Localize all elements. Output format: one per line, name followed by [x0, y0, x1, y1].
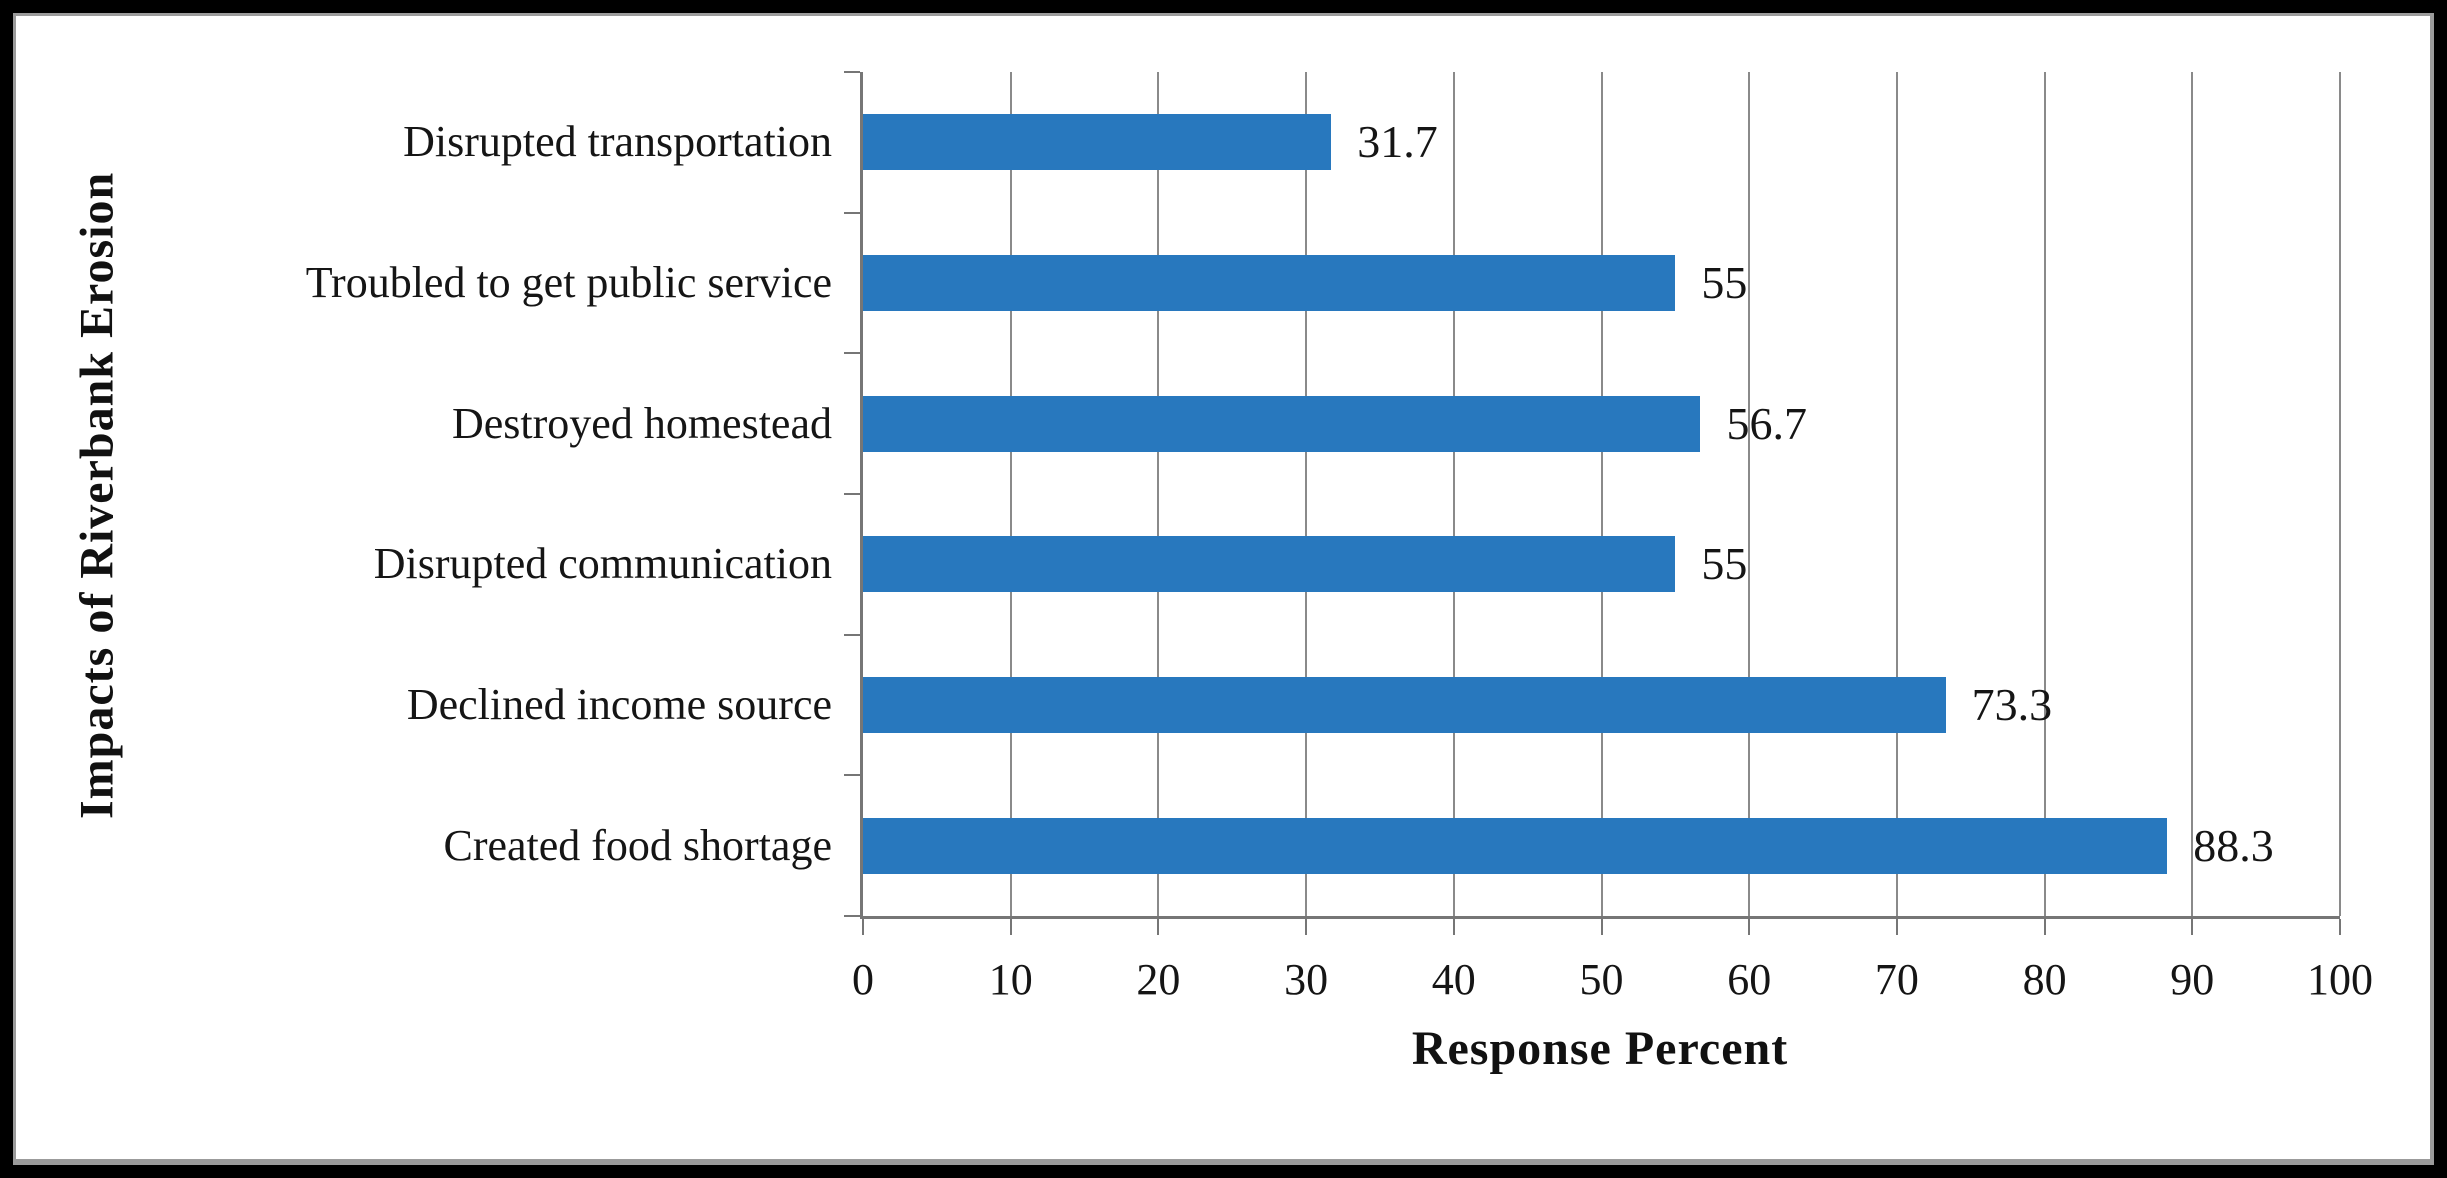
gridline [2339, 72, 2341, 916]
x-tick [1895, 919, 1898, 935]
y-axis-title: Impacts of Riverbank Erosion [70, 171, 124, 820]
y-tick [844, 352, 860, 355]
x-tick-label: 80 [2022, 955, 2067, 1004]
plot-area: Disrupted transportation 31.7 Troubled to … [306, 71, 2373, 1002]
y-tick [844, 915, 860, 917]
x-tick-label: 20 [1136, 955, 1181, 1004]
x-tick-label: 40 [1431, 955, 1476, 1004]
gridline [1895, 72, 1898, 916]
gridline [1452, 72, 1455, 916]
x-tick [1748, 919, 1751, 935]
gridline [2043, 72, 2046, 916]
x-tick-label: 0 [852, 955, 874, 1004]
bar-chart: Impacts of Riverbank Erosion Disrupted t… [16, 16, 2430, 1159]
x-tick [2339, 919, 2341, 935]
bar [863, 536, 1676, 593]
x-tick [1600, 919, 1603, 935]
bar-row: Created food shortage 88.3 [443, 775, 2340, 916]
bar-row: Disrupted communication 55 [374, 494, 2340, 635]
bar [863, 255, 1676, 311]
bar [863, 817, 2168, 874]
bar-value-label: 55 [1701, 257, 1748, 308]
category-label: Destroyed homestead [452, 398, 832, 448]
x-tick [2043, 919, 2046, 935]
bar-row: Troubled to get public service 55 [306, 213, 2340, 354]
category-label: Disrupted communication [373, 539, 832, 589]
bar [863, 114, 1332, 171]
bar [863, 677, 1946, 734]
x-tick-label: 60 [1727, 955, 1772, 1004]
bar [863, 395, 1701, 452]
x-tick-label: 90 [2170, 955, 2215, 1004]
bar-value-label: 31.7 [1357, 116, 1438, 168]
x-tick-label: 50 [1579, 955, 1624, 1004]
category-label: Disrupted transportation [403, 117, 832, 167]
x-tick [1305, 919, 1308, 935]
x-tick [862, 919, 864, 935]
category-label: Troubled to get public service [305, 258, 832, 307]
x-tick-label: 100 [2307, 955, 2373, 1004]
bar-value-label: 88.3 [2193, 819, 2274, 871]
y-tick [844, 493, 860, 495]
x-axis-title: Response Percent [1411, 1022, 1789, 1075]
y-tick [844, 633, 860, 636]
bar-row: Disrupted transportation 31.7 [403, 72, 2340, 213]
gridline [1600, 72, 1603, 916]
x-tick [1009, 919, 1012, 935]
category-label: Created food shortage [443, 820, 832, 870]
bar-value-label: 56.7 [1726, 397, 1807, 449]
gridline [1157, 72, 1160, 916]
y-tick [844, 211, 860, 214]
x-tick-labels: 0 10 20 30 40 50 60 70 80 90 100 [852, 955, 2373, 1008]
gridline [1748, 72, 1751, 916]
gridline [2191, 72, 2194, 916]
gridline [1305, 72, 1308, 916]
x-tick [1157, 919, 1160, 935]
x-tick [1452, 919, 1455, 935]
category-label: Declined income source [406, 680, 832, 730]
x-tick [2191, 919, 2194, 935]
bar-row: Declined income source 73.3 [407, 635, 2340, 776]
bar-value-label: 73.3 [1971, 679, 2053, 731]
chart-frame-inner: Impacts of Riverbank Erosion Disrupted t… [13, 13, 2434, 1165]
y-tick [844, 71, 860, 73]
bar-rows: Disrupted transportation 31.7 Troubled to … [306, 72, 2340, 916]
x-tick-label: 30 [1284, 955, 1329, 1004]
gridline [1009, 72, 1012, 916]
x-tick-label: 10 [988, 955, 1033, 1004]
x-tick-label: 70 [1874, 955, 1919, 1004]
bar-row: Destroyed homestead 56.7 [452, 353, 2340, 494]
bar-value-label: 55 [1701, 538, 1748, 590]
y-tick [844, 774, 860, 777]
